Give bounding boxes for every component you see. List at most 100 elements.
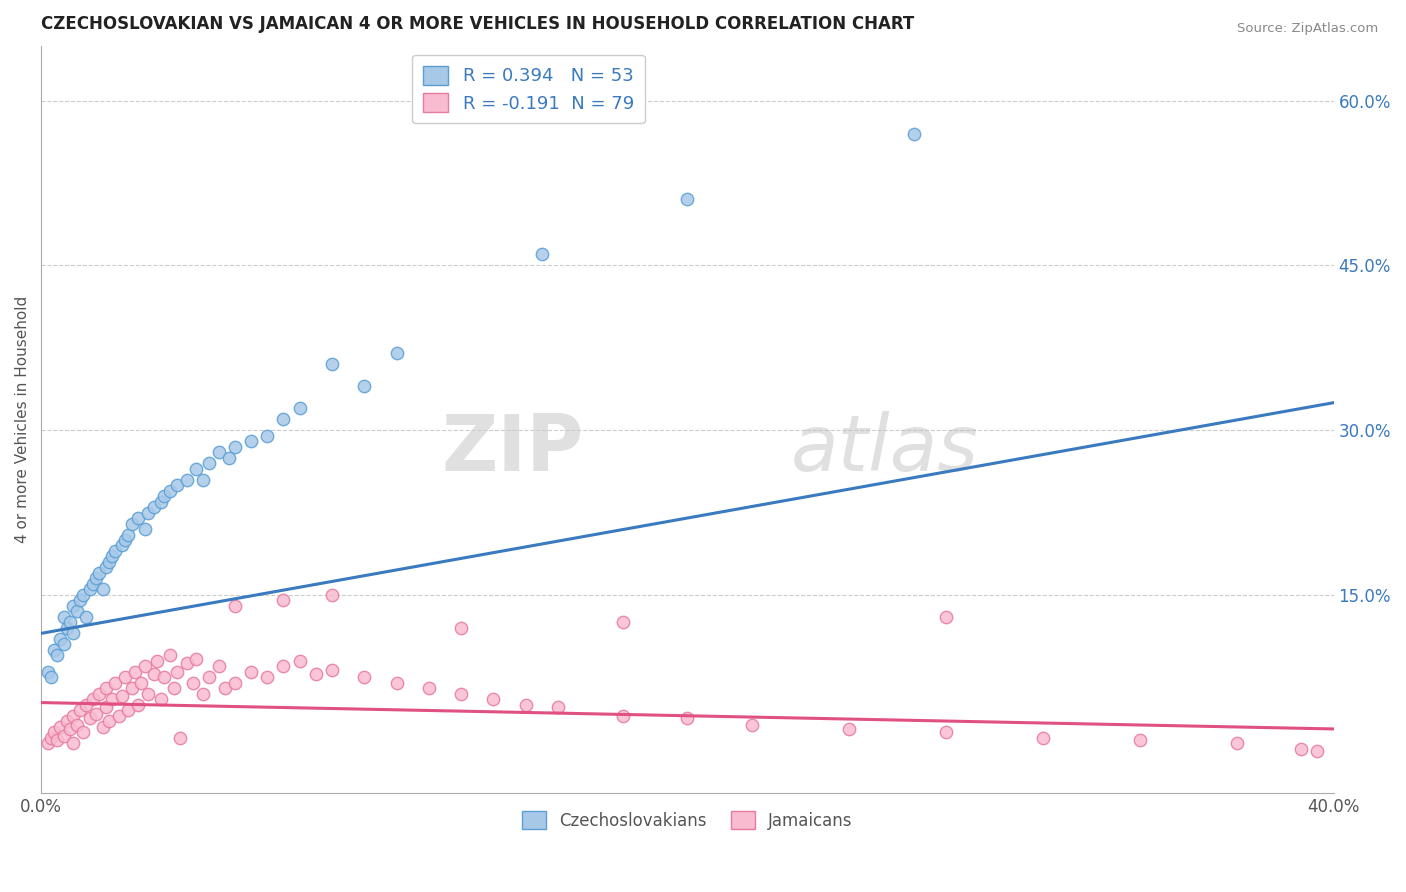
Point xyxy=(838,722,860,736)
Point xyxy=(321,663,343,677)
Text: atlas: atlas xyxy=(790,411,979,487)
Point xyxy=(42,643,65,657)
Point xyxy=(1306,744,1329,758)
Point xyxy=(75,698,97,712)
Point xyxy=(218,450,240,465)
Point xyxy=(111,689,134,703)
Point xyxy=(117,703,139,717)
Point xyxy=(79,582,101,597)
Point xyxy=(676,193,699,207)
Point xyxy=(59,615,82,630)
Point xyxy=(39,731,62,745)
Y-axis label: 4 or more Vehicles in Household: 4 or more Vehicles in Household xyxy=(15,295,30,543)
Point xyxy=(166,665,188,679)
Point xyxy=(84,571,107,585)
Text: CZECHOSLOVAKIAN VS JAMAICAN 4 OR MORE VEHICLES IN HOUSEHOLD CORRELATION CHART: CZECHOSLOVAKIAN VS JAMAICAN 4 OR MORE VE… xyxy=(41,15,914,33)
Point xyxy=(69,593,91,607)
Point xyxy=(42,725,65,739)
Point xyxy=(515,698,537,712)
Point xyxy=(117,527,139,541)
Point xyxy=(240,434,263,449)
Point xyxy=(134,659,156,673)
Point xyxy=(121,516,143,531)
Point xyxy=(72,588,94,602)
Point xyxy=(52,610,75,624)
Point xyxy=(240,665,263,679)
Point xyxy=(37,665,59,679)
Point xyxy=(66,717,89,731)
Point xyxy=(121,681,143,696)
Point xyxy=(214,681,236,696)
Point xyxy=(124,665,146,679)
Point xyxy=(224,440,246,454)
Point xyxy=(166,478,188,492)
Point xyxy=(273,412,295,426)
Point xyxy=(321,357,343,371)
Point xyxy=(101,692,124,706)
Point xyxy=(134,522,156,536)
Point xyxy=(143,500,166,514)
Point xyxy=(75,610,97,624)
Point xyxy=(288,654,311,668)
Point xyxy=(46,733,69,747)
Point xyxy=(198,456,221,470)
Point xyxy=(418,681,440,696)
Point xyxy=(111,539,134,553)
Point xyxy=(181,675,204,690)
Point xyxy=(676,711,699,725)
Point xyxy=(191,473,214,487)
Point xyxy=(159,483,181,498)
Point xyxy=(612,708,634,723)
Point xyxy=(149,692,172,706)
Point xyxy=(224,675,246,690)
Point xyxy=(52,637,75,651)
Point xyxy=(903,127,925,141)
Point xyxy=(198,670,221,684)
Point xyxy=(91,720,114,734)
Point xyxy=(547,700,569,714)
Point xyxy=(136,687,159,701)
Point xyxy=(82,577,104,591)
Point xyxy=(59,722,82,736)
Point xyxy=(191,687,214,701)
Point xyxy=(127,698,149,712)
Point xyxy=(62,626,84,640)
Point xyxy=(482,692,505,706)
Point xyxy=(82,692,104,706)
Point xyxy=(62,708,84,723)
Point xyxy=(114,533,136,547)
Point xyxy=(1291,741,1313,756)
Point xyxy=(62,599,84,613)
Point xyxy=(101,549,124,564)
Point xyxy=(72,725,94,739)
Point xyxy=(136,506,159,520)
Point xyxy=(450,687,472,701)
Point xyxy=(49,632,72,646)
Point xyxy=(208,659,231,673)
Point xyxy=(46,648,69,663)
Point xyxy=(273,593,295,607)
Point xyxy=(49,720,72,734)
Point xyxy=(176,656,198,670)
Point xyxy=(612,615,634,630)
Point xyxy=(353,670,375,684)
Point xyxy=(98,714,121,729)
Point xyxy=(385,675,408,690)
Point xyxy=(385,346,408,360)
Point xyxy=(91,582,114,597)
Point xyxy=(1129,733,1152,747)
Point xyxy=(273,659,295,673)
Point xyxy=(530,247,553,261)
Point xyxy=(159,648,181,663)
Point xyxy=(62,736,84,750)
Point xyxy=(1226,736,1249,750)
Point xyxy=(353,379,375,393)
Text: Source: ZipAtlas.com: Source: ZipAtlas.com xyxy=(1237,22,1378,36)
Point xyxy=(256,670,278,684)
Point xyxy=(52,729,75,743)
Point xyxy=(1032,731,1054,745)
Legend: Czechoslovakians, Jamaicans: Czechoslovakians, Jamaicans xyxy=(516,805,859,837)
Point xyxy=(79,711,101,725)
Point xyxy=(84,706,107,721)
Point xyxy=(69,703,91,717)
